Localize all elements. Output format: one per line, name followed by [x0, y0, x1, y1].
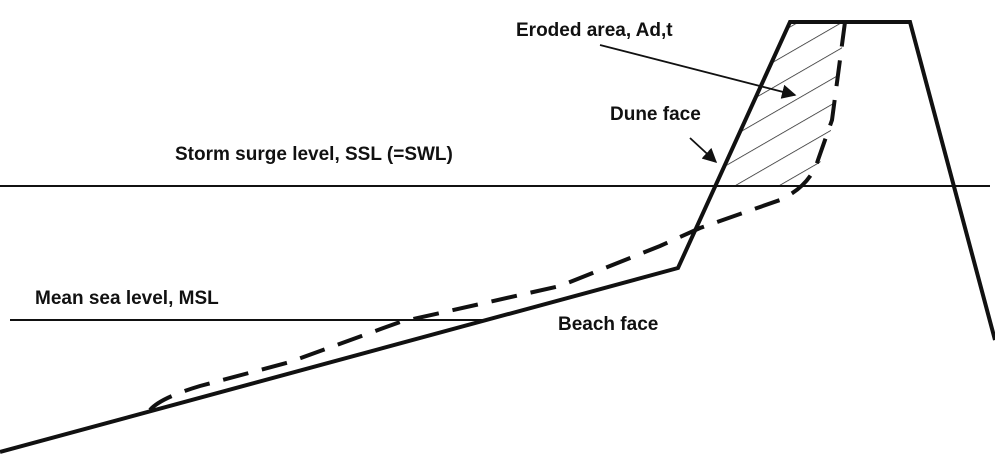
mean-sea-level-label: Mean sea level, MSL	[35, 288, 219, 309]
eroded-area-label: Eroded area, Ad,t	[516, 20, 673, 41]
eroded-area-arrow	[599, 44, 797, 99]
initial-profile	[0, 20, 995, 454]
dune-face-label: Dune face	[610, 104, 701, 125]
beach-face-label: Beach face	[558, 314, 658, 335]
storm-surge-level-label: Storm surge level, SSL (=SWL)	[175, 144, 453, 165]
eroded-area-hatch	[718, 22, 845, 186]
dune-face-arrow	[689, 137, 718, 163]
eroded-profile	[148, 21, 847, 412]
